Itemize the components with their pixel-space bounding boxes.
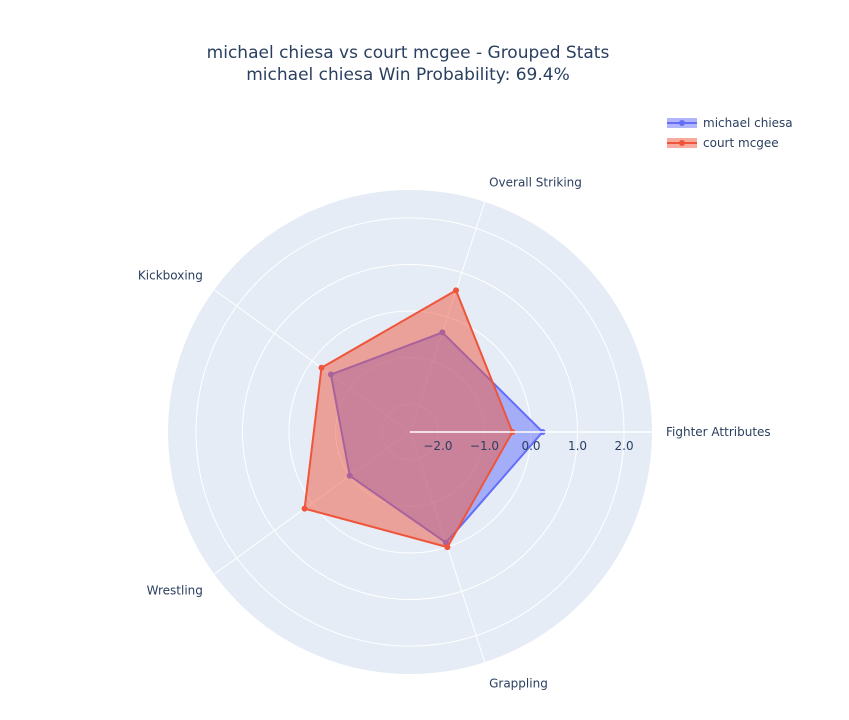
legend-marker — [679, 120, 685, 126]
data-point[interactable] — [301, 505, 308, 512]
legend: michael chiesa court mcgee — [667, 116, 793, 150]
radial-tick-label: 1.0 — [568, 439, 587, 453]
legend-item[interactable]: court mcgee — [667, 136, 779, 150]
radial-axis: −2.0 −1.0 0.0 1.0 2.0 — [410, 431, 652, 453]
legend-item[interactable]: michael chiesa — [667, 116, 793, 130]
series-court-mcgee — [301, 287, 516, 551]
legend-marker — [679, 140, 685, 146]
radial-tick-label: −1.0 — [470, 439, 499, 453]
radial-tick-label: 2.0 — [615, 439, 634, 453]
data-point[interactable] — [318, 364, 325, 371]
category-label: Wrestling — [147, 583, 203, 597]
chart-title-line1: michael chiesa vs court mcgee - Grouped … — [207, 43, 610, 63]
polar-area: −2.0 −1.0 0.0 1.0 2.0 Fighter Attributes Over… — [138, 176, 771, 691]
legend-label: court mcgee — [703, 136, 779, 150]
category-label: Kickboxing — [138, 269, 203, 283]
category-label: Grappling — [489, 676, 548, 690]
category-label: Fighter Attributes — [666, 425, 771, 439]
data-point[interactable] — [444, 544, 451, 551]
legend-label: michael chiesa — [703, 116, 793, 130]
series-area — [303, 289, 514, 549]
angular-axis-labels: Fighter Attributes Overall Striking Kickbo… — [138, 176, 771, 691]
series-layer — [301, 287, 546, 551]
category-label: Overall Striking — [489, 176, 582, 190]
radial-tick-label: 0.0 — [521, 439, 540, 453]
chart-title-line2: michael chiesa Win Probability: 69.4% — [246, 65, 570, 85]
radial-tick-label: −2.0 — [423, 439, 452, 453]
data-point[interactable] — [453, 287, 460, 294]
chart-title: michael chiesa vs court mcgee - Grouped … — [207, 43, 610, 85]
